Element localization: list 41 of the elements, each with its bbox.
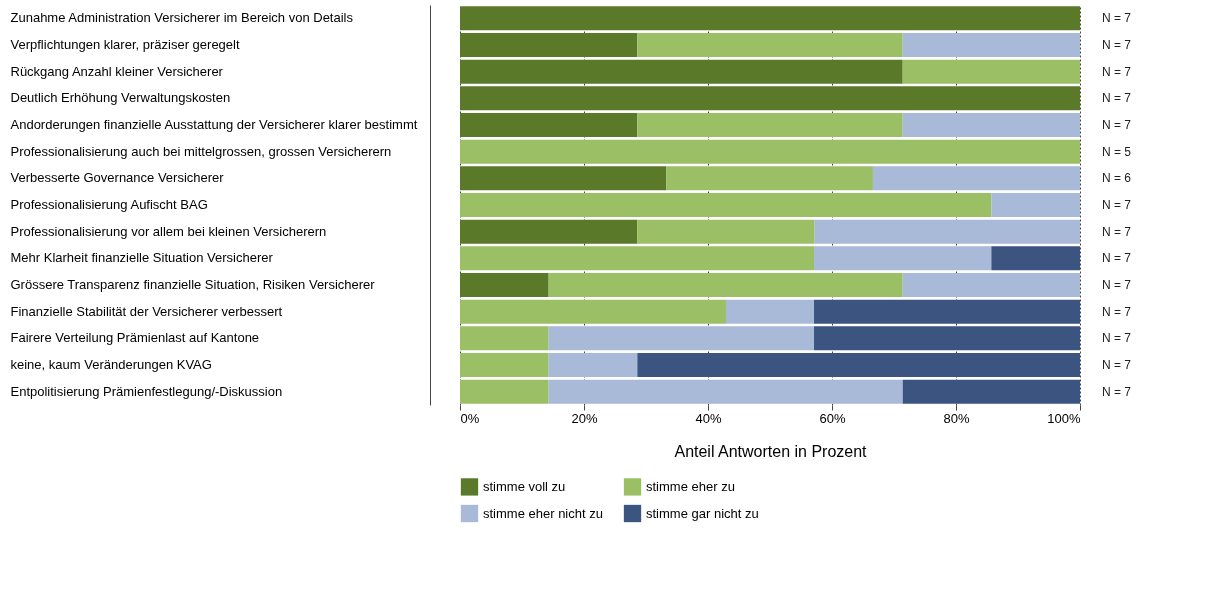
text: N = 7	[1102, 198, 1132, 212]
text: N = 7	[1102, 118, 1132, 132]
text: N = 5	[1102, 144, 1132, 159]
text: N = 7	[1102, 278, 1132, 292]
y-tick-label: Deutlich Erhöhung Verwaltungskosten	[10, 90, 231, 106]
legend-label: stimme eher nicht zu	[483, 505, 603, 521]
y-tick-label: Grössere Transparenz finanzielle Situation, Risiken Versicherer	[10, 277, 376, 292]
x-tick-label: 60%	[819, 410, 846, 426]
y-tick-label: Andorderungen finanzielle Ausstattung der Versicherer klarer bestimmt	[10, 117, 418, 132]
x-tick-label: 20%	[571, 410, 598, 426]
x-tick-label: 40%	[695, 410, 722, 426]
text: N = 7	[1102, 91, 1132, 106]
y-tick-label: keine, kaum Veränderungen KVAG	[10, 357, 212, 372]
legend-label: stimme voll zu	[483, 478, 566, 494]
y-tick-label: Professionalisierung vor allem bei kleinen Versicherern	[10, 223, 327, 239]
text: N = 7	[1102, 38, 1132, 52]
y-tick-label: Professionalisierung auch bei mittelgrossen, grossen Versicherern	[10, 143, 392, 159]
y-tick-label: Finanzielle Stabilität der Versicherer verbessert	[10, 303, 283, 319]
y-tick-label: Fairere Verteilung Prämienlast auf Kantone	[10, 330, 260, 346]
x-axis-title: Anteil Antworten in Prozent	[674, 442, 868, 460]
text: N = 7	[1102, 64, 1132, 79]
y-tick-label: Mehr Klarheit finanzielle Situation Versicherer	[10, 250, 274, 266]
x-tick-label: 0%	[460, 410, 480, 426]
y-tick-label: Verbesserte Governance Versicherer	[10, 170, 225, 186]
text: N = 7	[1102, 384, 1132, 399]
y-tick-label: Professionalisierung Aufischt BAG	[10, 197, 208, 212]
legend-label: stimme gar nicht zu	[646, 505, 759, 521]
text: N = 7	[1102, 251, 1132, 266]
text: N = 7	[1102, 11, 1132, 26]
legend-label: stimme eher zu	[646, 478, 735, 494]
y-tick-label: Zunahme Administration Versicherer im Bereich von Details	[10, 10, 354, 26]
text: N = 7	[1102, 331, 1132, 346]
text: N = 7	[1102, 304, 1132, 319]
text: N = 6	[1102, 171, 1132, 186]
text: N = 7	[1102, 224, 1132, 239]
y-tick-label: Rückgang Anzahl kleiner Versicherer	[10, 63, 224, 79]
text: N = 7	[1102, 358, 1132, 372]
y-tick-label: Verpflichtungen klarer, präziser geregelt	[10, 37, 240, 52]
y-tick-label: Entpolitisierung Prämienfestlegung/-Diskussion	[10, 383, 283, 399]
x-tick-label: 100%	[1047, 410, 1081, 426]
x-tick-label: 80%	[943, 410, 970, 426]
